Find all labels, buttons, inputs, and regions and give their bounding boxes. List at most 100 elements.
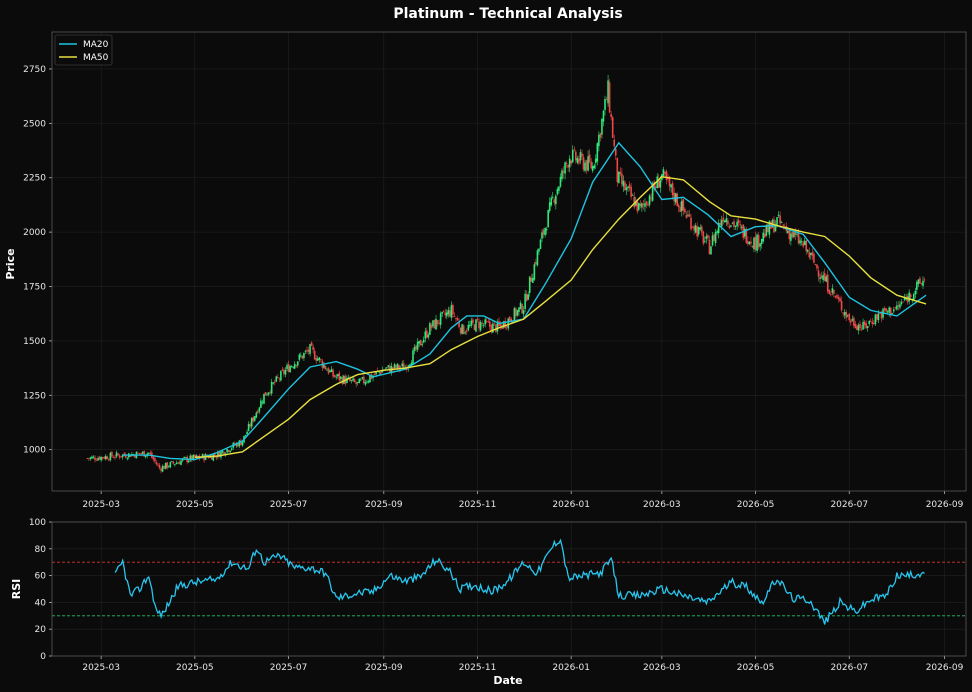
candle-body (320, 359, 322, 361)
candle-body (836, 295, 838, 298)
candle-body (699, 227, 702, 230)
candle-body (507, 318, 510, 329)
candle-body (467, 324, 470, 331)
candle-body (803, 240, 806, 245)
candle-body (88, 458, 90, 460)
price-xtick-label: 2025-03 (82, 500, 120, 510)
candle-body (619, 171, 622, 175)
candle-body (759, 243, 761, 247)
candle-body (433, 319, 436, 329)
candle-body (393, 364, 396, 368)
candle-body (816, 264, 818, 269)
price-ytick-label: 1250 (23, 391, 46, 401)
rsi-gridlines (52, 521, 966, 657)
candle-body (485, 321, 488, 323)
candle-body (157, 464, 159, 466)
candle-body (853, 317, 855, 326)
candle-body (189, 455, 192, 461)
candle-body (790, 233, 792, 241)
candle-body (112, 457, 115, 459)
candle-body (717, 222, 720, 234)
candle-body (472, 319, 474, 324)
rsi-plot-frame (51, 521, 967, 657)
price-axis-label: Price (4, 248, 17, 279)
candle-body (582, 157, 585, 170)
candle-body (201, 454, 204, 459)
candle-body (453, 316, 456, 317)
candle-body (575, 151, 577, 161)
candle-body (450, 305, 453, 318)
candle-body (673, 192, 675, 202)
candle-body (751, 246, 754, 248)
candle-body (900, 302, 903, 305)
candle-body (919, 278, 921, 284)
candle-body (330, 368, 333, 373)
candle-body (767, 224, 769, 233)
candle-body (244, 434, 247, 436)
candle-body (402, 363, 405, 371)
candle-body (688, 214, 691, 217)
candle-body (780, 222, 783, 223)
candle-body (681, 200, 683, 212)
candle-body (791, 231, 794, 238)
candle-body (464, 332, 467, 334)
candle-body (163, 465, 165, 469)
candle-body (754, 236, 757, 250)
candle-body (401, 363, 404, 367)
candle-body (493, 322, 496, 324)
candle-body (659, 180, 662, 188)
candle-body (395, 365, 397, 369)
candle-body (776, 217, 778, 226)
candle-body (303, 353, 305, 359)
candle-body (737, 220, 740, 224)
candle-body (641, 203, 643, 208)
candle-body (253, 416, 256, 421)
candle-body (273, 381, 276, 383)
candle-body (278, 378, 281, 380)
candle-body (762, 232, 765, 242)
candle-body (535, 262, 537, 265)
candle-body (608, 82, 611, 113)
candle-body (820, 275, 823, 279)
candle-body (324, 366, 327, 370)
candle-body (633, 196, 635, 208)
candle-body (104, 455, 107, 460)
candle-body (237, 443, 239, 447)
candle-body (487, 321, 490, 323)
candle-body (724, 220, 726, 223)
candle-body (797, 233, 800, 244)
candle-body (645, 201, 648, 205)
candle-body (106, 456, 109, 460)
candle-body (482, 324, 485, 326)
candle-body (725, 218, 728, 223)
candle-body (656, 176, 659, 189)
candle-body (366, 381, 368, 383)
candle-body (412, 350, 414, 365)
candle-body (272, 382, 275, 384)
candle-body (888, 307, 890, 313)
candle-body (246, 431, 248, 435)
candle-body (214, 454, 216, 456)
candle-body (410, 362, 413, 366)
candle-body (571, 149, 574, 163)
candle-body (439, 313, 442, 325)
candle-body (530, 277, 533, 282)
candle-body (528, 276, 531, 293)
candle-body (177, 462, 179, 464)
candle-body (630, 186, 632, 197)
candle-body (636, 199, 639, 212)
candle-body (140, 453, 142, 455)
candle-body (774, 224, 777, 232)
candle-body (863, 321, 866, 326)
candle-body (765, 224, 768, 236)
candle-body (436, 320, 439, 325)
candle-body (171, 461, 173, 463)
candle-body (218, 452, 221, 458)
candle-body (91, 456, 93, 459)
candle-body (671, 183, 674, 196)
candle-body (728, 226, 731, 228)
candle-body (335, 376, 337, 378)
candle-body (164, 462, 167, 469)
candle-body (430, 325, 433, 328)
candle-body (94, 457, 96, 461)
